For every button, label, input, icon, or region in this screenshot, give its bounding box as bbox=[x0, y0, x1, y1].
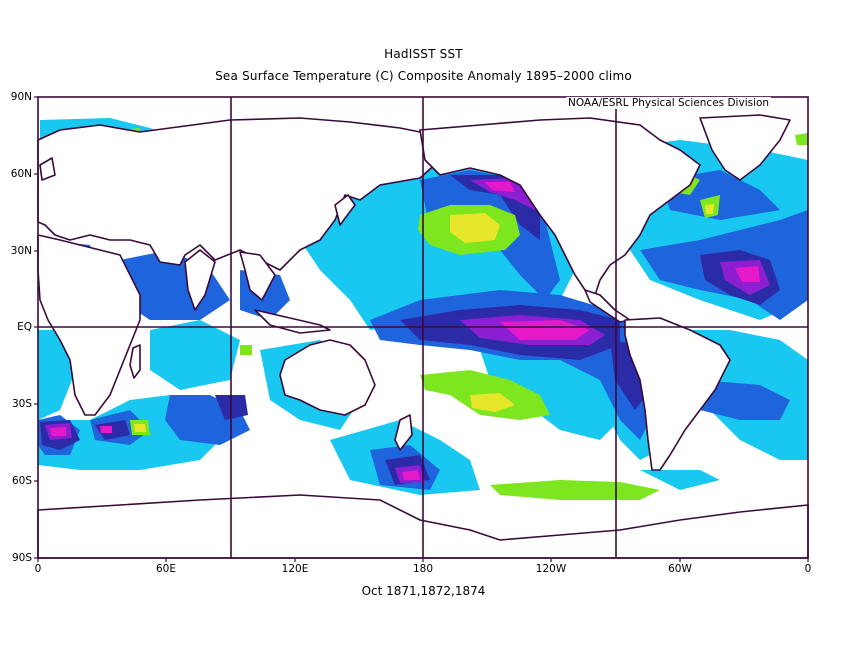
y-tick-label: 90S bbox=[11, 552, 32, 564]
north-america bbox=[419, 117, 701, 296]
new-zealand bbox=[394, 414, 413, 451]
y-tick-label: 60N bbox=[10, 168, 32, 180]
australia bbox=[279, 339, 376, 416]
credit-label: NOAA/ESRL Physical Sciences Division bbox=[566, 97, 772, 109]
x-tick-label: 180 bbox=[412, 563, 434, 575]
y-tick-label: 30S bbox=[11, 398, 32, 410]
axis-ticks bbox=[34, 96, 809, 562]
map-subtitle: Sea Surface Temperature (C) Composite An… bbox=[215, 69, 632, 83]
x-tick-label: 120W bbox=[535, 563, 567, 575]
british-isles bbox=[39, 157, 56, 181]
indonesia bbox=[254, 309, 331, 334]
japan bbox=[334, 194, 356, 226]
y-tick-label: 30N bbox=[10, 245, 32, 257]
africa bbox=[37, 234, 141, 416]
anomaly-magenta bbox=[50, 182, 760, 480]
eurasia bbox=[37, 117, 441, 271]
x-tick-label: 120E bbox=[281, 563, 309, 575]
y-tick-label: EQ bbox=[17, 321, 32, 333]
x-tick-label: 60W bbox=[668, 563, 692, 575]
indochina bbox=[239, 251, 276, 301]
y-tick-label: 90N bbox=[10, 91, 32, 103]
x-tick-label: 0 bbox=[34, 563, 42, 575]
greenland bbox=[699, 114, 791, 181]
x-tick-label: 0 bbox=[804, 563, 812, 575]
south-america bbox=[624, 317, 731, 471]
x-tick-label: 60E bbox=[156, 563, 176, 575]
y-tick-label: 60S bbox=[11, 475, 32, 487]
time-caption: Oct 1871,1872,1874 bbox=[361, 584, 486, 598]
madagascar bbox=[129, 344, 141, 379]
map-title: HadISST SST bbox=[384, 47, 463, 61]
india bbox=[184, 249, 216, 311]
anomaly-yellow bbox=[134, 204, 714, 432]
